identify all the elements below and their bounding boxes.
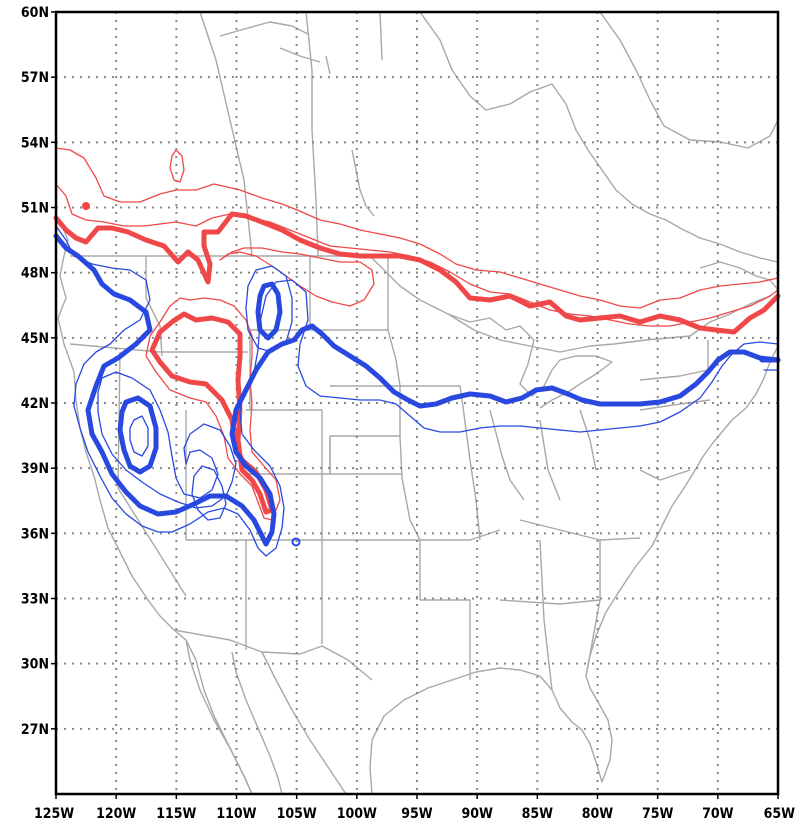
- state-borders-east: [489, 340, 711, 691]
- baja-coastline: [185, 639, 253, 795]
- blue-contour-thick-oval: [255, 281, 283, 341]
- lon-tick-label: 80W: [582, 806, 614, 822]
- us-mexico-border: [173, 629, 373, 681]
- lat-tick-label: 27N: [21, 722, 49, 738]
- red-contour-thin-lobe: [145, 297, 281, 521]
- lon-tick-label: 75W: [642, 806, 674, 822]
- lat-tick-label: 36N: [21, 526, 49, 542]
- state-borders-central: [329, 256, 501, 680]
- st-lawrence-coast: [679, 227, 779, 263]
- lat-tick-label: 39N: [21, 461, 49, 477]
- lat-tick-label: 33N: [21, 592, 49, 608]
- geography-layer: [57, 11, 779, 795]
- gulf-of-california-coast: [231, 651, 283, 795]
- lon-tick-label: 105W: [277, 806, 317, 822]
- blue-contour-thin-inner-loop: [129, 415, 149, 457]
- mexico-west-coast: [261, 651, 347, 795]
- lat-tick-label: 57N: [21, 70, 49, 86]
- lon-tick-label: 85W: [522, 806, 554, 822]
- lat-tick-label: 51N: [21, 201, 49, 217]
- atlantic-coastline: [585, 345, 779, 677]
- lat-tick-label: 45N: [21, 331, 49, 347]
- gulf-coast: [369, 667, 613, 795]
- blue-contour-thin-inner-west: [97, 371, 237, 509]
- red-contour-thick-main: [53, 211, 781, 335]
- blue-contour-thick-inner-loop: [117, 395, 159, 475]
- red-contour-thick-lobe: [149, 311, 275, 515]
- winnipeg-lake: [351, 149, 375, 217]
- lat-tick-label: 42N: [21, 396, 49, 412]
- blue-contour-thin-oval: [245, 265, 293, 353]
- blue-contour-thin-south-loop: [191, 465, 227, 521]
- lon-tick-label: 70W: [702, 806, 734, 822]
- hudson-bay-coast: [419, 11, 681, 229]
- nova-scotia-coast: [699, 261, 779, 291]
- red-contour-thin-inner: [219, 247, 375, 307]
- lat-tick-label: 54N: [21, 135, 49, 151]
- labrador-coast: [599, 11, 779, 149]
- blue-contours: [53, 225, 781, 557]
- lon-tick-label: 125W: [34, 806, 74, 822]
- latitude-labels: 60N 57N 54N 51N 48N 45N 42N 39N 36N 33N 30N 27N: [21, 5, 56, 738]
- lon-tick-label: 110W: [216, 806, 256, 822]
- red-contour-dot: [82, 202, 90, 210]
- red-contour-small-loop: [169, 149, 185, 183]
- lon-tick-label: 65W: [764, 806, 796, 822]
- great-lakes: [447, 313, 613, 409]
- longitude-labels: 125W 120W 115W 110W 105W 100W 95W 90W 85W 80W 75W 7…: [34, 794, 795, 822]
- lon-tick-label: 100W: [337, 806, 377, 822]
- red-contour-thin-north: [55, 147, 779, 309]
- red-contours: [53, 147, 781, 521]
- pacific-coastline: [57, 225, 253, 795]
- blue-contour-dot: [291, 537, 301, 547]
- lat-tick-label: 30N: [21, 657, 49, 673]
- blue-contour-thin-outer-west: [55, 225, 779, 557]
- lon-tick-label: 120W: [96, 806, 136, 822]
- lat-tick-label: 60N: [21, 5, 49, 21]
- graticule-grid: [56, 12, 778, 794]
- lat-tick-label: 48N: [21, 266, 49, 282]
- lon-tick-label: 90W: [461, 806, 493, 822]
- blue-contour-thick-main: [53, 233, 781, 547]
- lon-tick-label: 95W: [401, 806, 433, 822]
- lon-tick-label: 115W: [156, 806, 196, 822]
